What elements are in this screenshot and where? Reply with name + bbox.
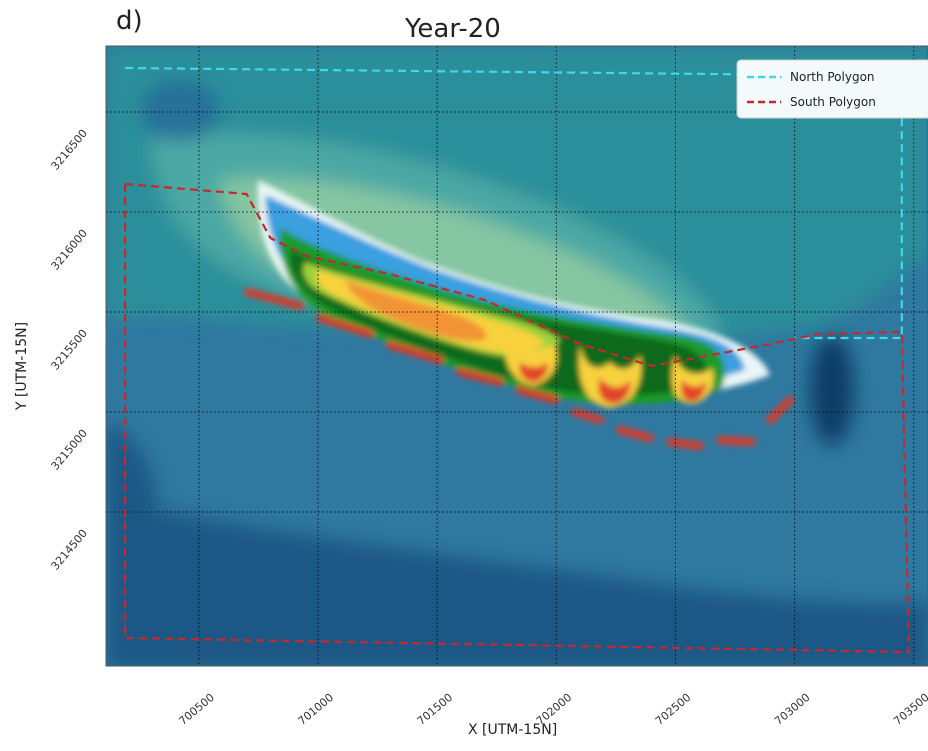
contour-red-core-3 xyxy=(681,380,706,402)
legend: North Polygon South Polygon xyxy=(736,59,928,119)
x-tick-label: 701500 xyxy=(415,691,456,728)
contour-red-core-2 xyxy=(598,378,631,404)
contour-dark-spot-top xyxy=(140,80,220,140)
x-tick-label: 701000 xyxy=(296,691,337,728)
x-tick-label: 703000 xyxy=(772,691,813,728)
contour-orange-patch xyxy=(345,280,487,341)
legend-box xyxy=(736,59,928,119)
x-axis-label: X [UTM-15N] xyxy=(468,722,558,738)
south-polygon-line xyxy=(123,182,911,654)
chart-title: Year-20 xyxy=(405,14,501,44)
contour-red-core-1 xyxy=(519,362,548,382)
y-tick-label: 3215500 xyxy=(49,327,90,373)
contour-dark-spot-right xyxy=(810,335,854,445)
contour-core xyxy=(244,180,794,450)
contour-deep-left xyxy=(106,420,157,560)
y-axis-label: Y [UTM-15N] xyxy=(14,321,30,411)
plot-frame xyxy=(105,45,928,667)
x-tick-label: 703500 xyxy=(891,691,928,728)
contour-deep-lower xyxy=(106,500,928,666)
y-tick-label: 3215000 xyxy=(49,427,90,473)
panel-label: d) xyxy=(116,6,143,36)
legend-south-label: South Polygon xyxy=(790,95,876,109)
contour-red-blobs-south xyxy=(244,288,794,450)
y-tick-labels: 3214500 3215000 3215500 3216000 3216500 xyxy=(49,127,90,573)
y-tick-label: 3216500 xyxy=(49,127,90,173)
x-tick-label: 702500 xyxy=(653,691,694,728)
series-layer xyxy=(123,66,911,654)
x-tick-label: 700500 xyxy=(176,691,217,728)
north-polygon-line xyxy=(125,66,903,340)
y-tick-label: 3216000 xyxy=(49,227,90,273)
contour-field xyxy=(106,46,928,666)
legend-north-label: North Polygon xyxy=(790,70,875,84)
y-tick-label: 3214500 xyxy=(49,527,90,573)
